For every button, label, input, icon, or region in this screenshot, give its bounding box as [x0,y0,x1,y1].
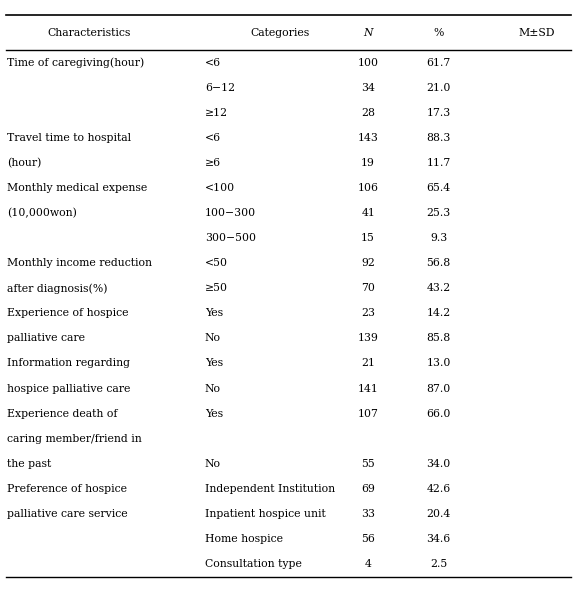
Text: Independent Institution: Independent Institution [205,484,335,494]
Text: 41: 41 [361,208,375,218]
Text: 21.0: 21.0 [426,83,451,93]
Text: No: No [205,333,221,344]
Text: 20.4: 20.4 [426,509,451,519]
Text: 100−300: 100−300 [205,208,256,218]
Text: 2.5: 2.5 [430,559,447,569]
Text: Experience of hospice: Experience of hospice [7,308,129,318]
Text: ≥12: ≥12 [205,108,228,118]
Text: <100: <100 [205,183,235,193]
Text: 107: 107 [358,408,379,419]
Text: 92: 92 [361,258,375,268]
Text: Yes: Yes [205,358,223,368]
Text: 56: 56 [361,534,375,544]
Text: Categories: Categories [250,28,309,37]
Text: Information regarding: Information regarding [7,358,130,368]
Text: (hour): (hour) [7,158,42,168]
Text: caring member/friend in: caring member/friend in [7,434,142,444]
Text: 15: 15 [361,233,375,243]
Text: hospice palliative care: hospice palliative care [7,384,130,394]
Text: 65.4: 65.4 [426,183,451,193]
Text: 139: 139 [358,333,379,344]
Text: 13.0: 13.0 [426,358,451,368]
Text: Inpatient hospice unit: Inpatient hospice unit [205,509,325,519]
Text: <6: <6 [205,133,221,143]
Text: 4: 4 [365,559,372,569]
Text: 66.0: 66.0 [426,408,451,419]
Text: 70: 70 [361,283,375,294]
Text: 55: 55 [361,458,375,469]
Text: 28: 28 [361,108,375,118]
Text: ≥50: ≥50 [205,283,228,294]
Text: 25.3: 25.3 [426,208,451,218]
Text: 106: 106 [358,183,379,193]
Text: 21: 21 [361,358,375,368]
Text: 100: 100 [358,57,379,68]
Text: 19: 19 [361,158,375,168]
Text: 9.3: 9.3 [430,233,447,243]
Text: 300−500: 300−500 [205,233,256,243]
Text: 42.6: 42.6 [426,484,451,494]
Text: palliative care: palliative care [7,333,85,344]
Text: the past: the past [7,458,51,469]
Text: Yes: Yes [205,408,223,419]
Text: Experience death of: Experience death of [7,408,118,419]
Text: 143: 143 [358,133,379,143]
Text: Characteristics: Characteristics [48,28,131,37]
Text: 61.7: 61.7 [426,57,451,68]
Text: 23: 23 [361,308,375,318]
Text: Travel time to hospital: Travel time to hospital [7,133,131,143]
Text: 43.2: 43.2 [426,283,451,294]
Text: 33: 33 [361,509,375,519]
Text: Yes: Yes [205,308,223,318]
Text: 34.6: 34.6 [426,534,451,544]
Text: No: No [205,384,221,394]
Text: 6−12: 6−12 [205,83,235,93]
Text: 87.0: 87.0 [426,384,451,394]
Text: Preference of hospice: Preference of hospice [7,484,127,494]
Text: %: % [433,28,444,37]
Text: 34.0: 34.0 [426,458,451,469]
Text: palliative care service: palliative care service [7,509,128,519]
Text: 56.8: 56.8 [426,258,451,268]
Text: 141: 141 [358,384,379,394]
Text: M±SD: M±SD [518,28,555,37]
Text: Consultation type: Consultation type [205,559,302,569]
Text: 85.8: 85.8 [426,333,451,344]
Text: <6: <6 [205,57,221,68]
Text: 88.3: 88.3 [426,133,451,143]
Text: Monthly medical expense: Monthly medical expense [7,183,147,193]
Text: 11.7: 11.7 [426,158,451,168]
Text: after diagnosis(%): after diagnosis(%) [7,283,107,294]
Text: Monthly income reduction: Monthly income reduction [7,258,152,268]
Text: 14.2: 14.2 [426,308,451,318]
Text: <50: <50 [205,258,228,268]
Text: Home hospice: Home hospice [205,534,283,544]
Text: ≥6: ≥6 [205,158,221,168]
Text: 17.3: 17.3 [426,108,451,118]
Text: No: No [205,458,221,469]
Text: (10,000won): (10,000won) [7,208,77,218]
Text: N: N [364,28,373,37]
Text: 34: 34 [361,83,375,93]
Text: 69: 69 [361,484,375,494]
Text: Time of caregiving(hour): Time of caregiving(hour) [7,57,144,68]
